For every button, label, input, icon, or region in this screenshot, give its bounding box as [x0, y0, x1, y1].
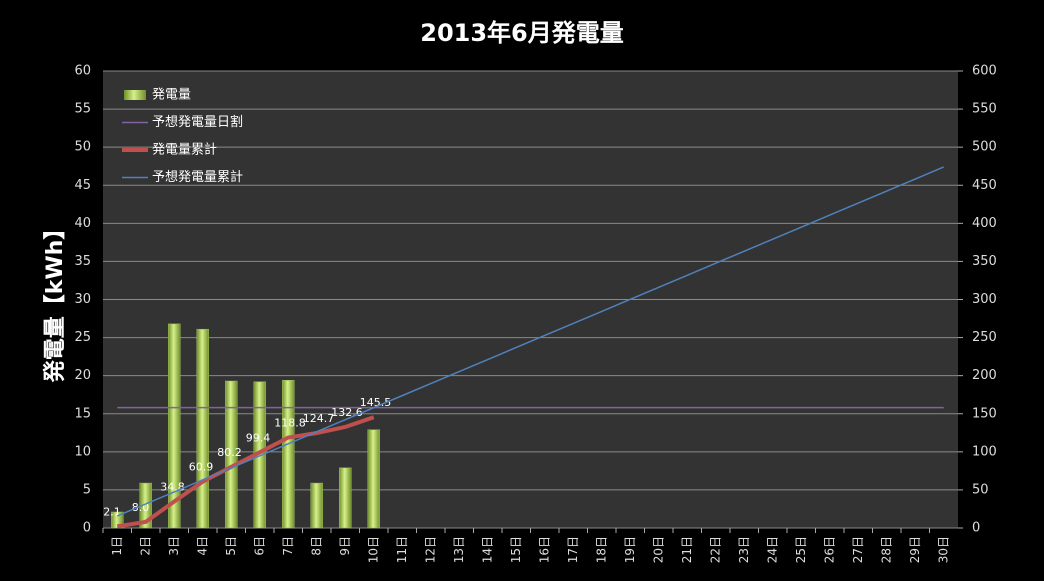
x-tick-label: 16日	[537, 536, 551, 563]
bar	[196, 328, 209, 529]
y2-tick-label: 150	[972, 406, 997, 421]
legend-label: 発電量累計	[152, 142, 217, 158]
data-label: 118.8	[274, 417, 306, 430]
x-tick-label: 14日	[480, 536, 494, 563]
y-tick-label: 45	[74, 178, 91, 193]
data-label: 60.9	[189, 461, 214, 474]
x-tick-label: 18日	[594, 536, 608, 563]
x-tick-label: 20日	[651, 536, 665, 563]
x-tick-label: 19日	[623, 536, 637, 563]
y-tick-label: 50	[74, 140, 91, 155]
x-tick-label: 23日	[737, 536, 751, 563]
y-tick-label: 40	[74, 216, 91, 231]
x-tick-label: 25日	[794, 536, 808, 563]
x-tick-label: 28日	[879, 536, 893, 563]
data-label: 2.1	[103, 505, 121, 518]
x-tick-label: 1日	[110, 536, 124, 556]
x-tick-label: 27日	[851, 536, 865, 563]
y2-tick-label: 300	[972, 292, 997, 307]
y2-tick-label: 200	[972, 368, 997, 383]
data-label: 80.2	[217, 446, 242, 459]
x-tick-label: 10日	[366, 536, 380, 563]
x-tick-label: 21日	[680, 536, 694, 563]
y2-tick-label: 0	[972, 521, 980, 536]
y-tick-label: 60	[74, 64, 91, 79]
bar	[310, 482, 323, 529]
y2-tick-label: 100	[972, 444, 997, 459]
legend-label: 予想発電量累計	[152, 169, 243, 185]
data-label: 145.5	[360, 396, 392, 409]
data-label: 99.4	[246, 431, 271, 444]
x-tick-label: 8日	[309, 536, 323, 556]
bar	[139, 482, 152, 529]
x-tick-label: 2日	[138, 536, 152, 556]
y-tick-label: 55	[74, 102, 91, 117]
bar	[339, 467, 352, 529]
x-tick-label: 24日	[765, 536, 779, 563]
bar	[367, 429, 380, 529]
chart-title: 2013年6月発電量	[420, 19, 624, 47]
y2-tick-label: 400	[972, 216, 997, 231]
y2-tick-label: 350	[972, 254, 997, 269]
y2-tick-label: 600	[972, 64, 997, 79]
data-label: 124.7	[303, 412, 335, 425]
y-tick-label: 20	[74, 368, 91, 383]
y-tick-label: 25	[74, 330, 91, 345]
x-tick-label: 11日	[395, 536, 409, 563]
y-tick-label: 10	[74, 444, 91, 459]
y2-tick-label: 50	[972, 482, 989, 497]
legend-label: 発電量	[152, 88, 191, 103]
x-tick-label: 26日	[822, 536, 836, 563]
x-tick-label: 12日	[423, 536, 437, 563]
y-tick-label: 15	[74, 406, 91, 421]
x-tick-label: 7日	[281, 536, 295, 556]
x-tick-label: 6日	[252, 536, 266, 556]
x-tick-label: 22日	[708, 536, 722, 563]
x-tick-label: 30日	[936, 536, 950, 563]
y-tick-label: 30	[74, 292, 91, 307]
y2-tick-label: 550	[972, 102, 997, 117]
x-tick-label: 13日	[452, 536, 466, 563]
series-line	[116, 166, 945, 517]
x-tick-label: 9日	[338, 536, 352, 556]
bar	[168, 323, 181, 529]
data-label: 34.8	[160, 480, 185, 493]
x-tick-label: 3日	[167, 536, 181, 556]
y2-tick-label: 500	[972, 140, 997, 155]
bar	[282, 379, 295, 529]
legend-label: 予想発電量日割	[152, 114, 243, 130]
y-tick-label: 35	[74, 254, 91, 269]
y-axis-label: 発電量【kWh】	[43, 218, 68, 384]
y2-tick-label: 450	[972, 178, 997, 193]
x-tick-label: 4日	[195, 536, 209, 556]
x-tick-label: 5日	[224, 536, 238, 556]
x-tick-label: 29日	[908, 536, 922, 563]
x-tick-label: 15日	[509, 536, 523, 563]
data-label: 132.6	[331, 406, 363, 419]
legend-swatch	[124, 90, 146, 100]
y2-tick-label: 250	[972, 330, 997, 345]
series-line	[116, 415, 375, 529]
bar	[225, 380, 238, 529]
y-tick-label: 5	[83, 482, 91, 497]
y-tick-label: 0	[83, 521, 91, 536]
x-tick-label: 17日	[566, 536, 580, 563]
